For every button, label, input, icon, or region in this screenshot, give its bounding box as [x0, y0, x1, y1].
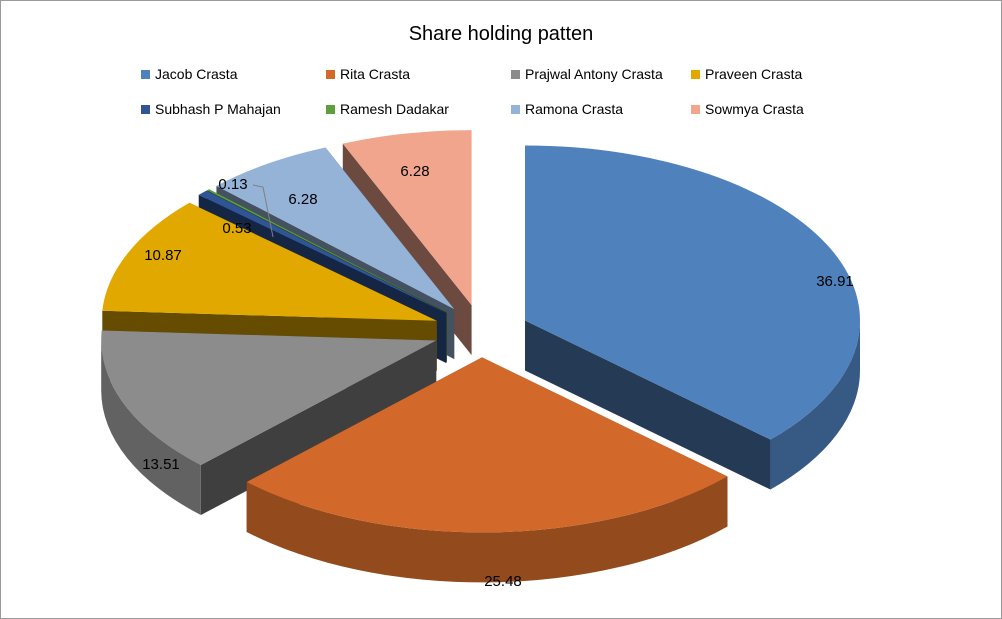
slice-side: [101, 340, 201, 516]
pie-slice: [216, 147, 455, 310]
legend: Jacob Crasta Rita Crasta Prajwal Antony Cr…: [141, 66, 804, 117]
chart-title: Share holding patten: [409, 23, 594, 45]
data-labels: 36.91 25.48 13.51 10.87 0.53 0.13 6.28 6.28: [142, 163, 854, 590]
legend-label: Ramesh Dadakar: [340, 101, 449, 117]
slice-side: [770, 320, 861, 490]
legend-label: Praveen Crasta: [705, 66, 802, 82]
slice-side: [246, 476, 728, 583]
legend-swatch: [326, 105, 335, 114]
slice-wall: [525, 320, 771, 490]
legend-swatch: [511, 70, 520, 79]
pie-slice: [102, 202, 437, 321]
pie-slice: [246, 357, 728, 533]
pie-slice: [207, 189, 447, 313]
legend-label: Prajwal Antony Crasta: [525, 66, 663, 82]
pie-slice: [342, 130, 472, 306]
pie-slice: [525, 145, 861, 440]
data-label: 6.28: [400, 163, 429, 180]
data-label: 13.51: [142, 456, 180, 473]
legend-label: Rita Crasta: [340, 66, 410, 82]
legend-swatch: [141, 105, 150, 114]
legend-label: Sowmya Crasta: [705, 101, 804, 117]
data-label: 36.91: [816, 273, 854, 290]
legend-swatch: [691, 70, 700, 79]
leader-line: [252, 184, 274, 238]
legend-swatch: [326, 70, 335, 79]
pie-slice: [198, 190, 447, 313]
legend-swatch: [511, 105, 520, 114]
data-label: 25.48: [484, 573, 522, 590]
legend-label: Jacob Crasta: [155, 66, 238, 82]
data-label: 0.53: [222, 220, 251, 237]
data-label: 6.28: [288, 191, 317, 208]
pie-slice: [101, 330, 437, 466]
pie-slices: [101, 130, 861, 583]
legend-label: Subhash P Mahajan: [155, 101, 281, 117]
legend-swatch: [691, 105, 700, 114]
legend-swatch: [141, 70, 150, 79]
legend-label: Ramona Crasta: [525, 101, 623, 117]
data-label: 10.87: [144, 247, 182, 264]
data-label: 0.13: [218, 176, 247, 193]
